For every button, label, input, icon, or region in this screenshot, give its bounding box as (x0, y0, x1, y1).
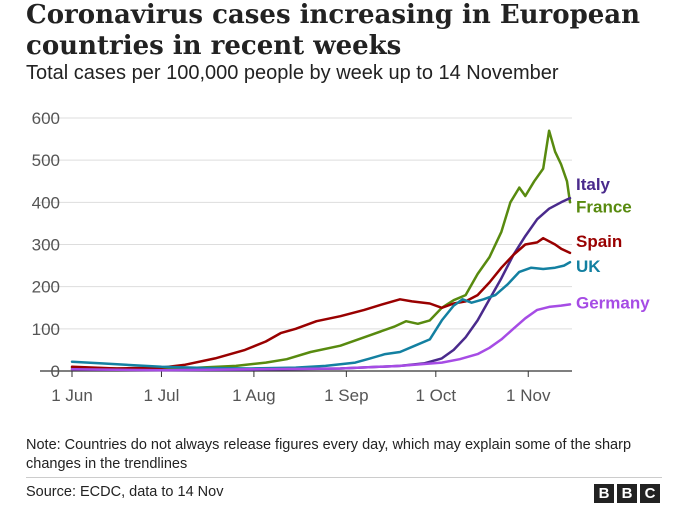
y-tick-label: 200 (32, 278, 60, 297)
series-labels: France Italy Spain UK Germany (576, 175, 650, 312)
bbc-logo-letter: B (594, 484, 614, 503)
x-tick-label: 1 Sep (324, 386, 368, 405)
chart-note: Note: Countries do not always release fi… (26, 437, 632, 472)
x-tick-label: 1 Aug (232, 386, 276, 405)
y-tick-label: 600 (32, 109, 60, 128)
series-label-spain: Spain (576, 232, 622, 251)
chart-source: Source: ECDC, data to 14 Nov (26, 484, 224, 500)
series-label-germany: Germany (576, 293, 650, 312)
gridlines (40, 117, 572, 372)
y-tick-label: 500 (32, 151, 60, 170)
bbc-logo-letter: B (617, 484, 637, 503)
bbc-logo: B B C (594, 484, 660, 503)
y-tick-label: 300 (32, 236, 60, 255)
y-tick-label: 400 (32, 193, 60, 212)
x-axis-ticks: 1 Jun 1 Jul 1 Aug 1 Sep 1 Oct 1 Nov (51, 371, 551, 405)
footer-divider (26, 477, 662, 478)
y-tick-label: 100 (32, 320, 60, 339)
x-tick-label: 1 Oct (415, 386, 456, 405)
series-label-italy: Italy (576, 175, 611, 194)
chart-subtitle: Total cases per 100,000 people by week u… (26, 62, 559, 84)
series-line-uk (70, 260, 572, 370)
series-line-germany (70, 303, 572, 372)
y-axis-ticks: 0 100 200 300 400 500 600 (32, 109, 60, 381)
series-line-france (70, 129, 572, 371)
series-line-spain (70, 236, 572, 370)
series-lines (70, 129, 572, 372)
x-tick-label: 1 Nov (506, 386, 551, 405)
x-tick-label: 1 Jul (144, 386, 180, 405)
series-label-uk: UK (576, 257, 601, 276)
x-tick-label: 1 Jun (51, 386, 93, 405)
series-label-france: France (576, 197, 632, 216)
chart-title: Coronavirus cases increasing in European… (26, 0, 641, 61)
bbc-logo-letter: C (640, 484, 660, 503)
line-chart: 0 100 200 300 400 500 600 1 Jun 1 Jul 1 Aug 1 Sep… (32, 109, 651, 405)
y-tick-label: 0 (51, 362, 60, 381)
